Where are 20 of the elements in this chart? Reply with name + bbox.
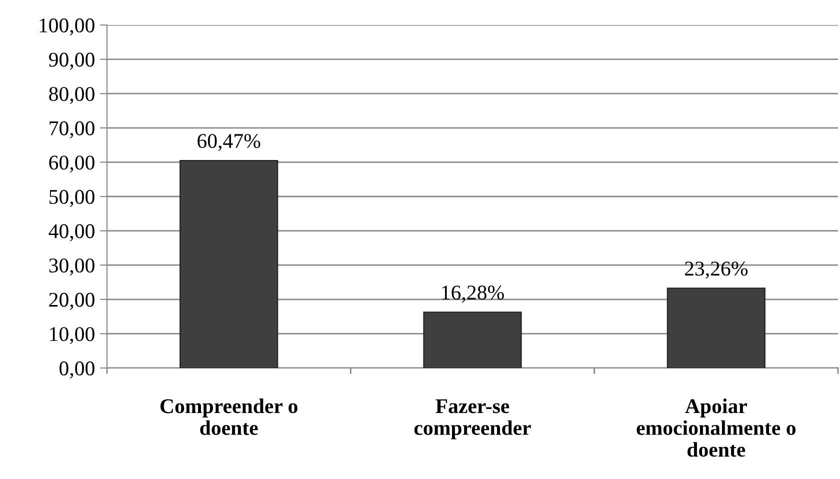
- y-tick-label: 30,00: [49, 258, 94, 276]
- y-tick-label: 100,00: [40, 18, 94, 36]
- y-tick-label: 0,00: [60, 361, 94, 378]
- y-tick-label: 60,00: [49, 156, 94, 173]
- bar: [666, 288, 766, 368]
- y-tick-label: 80,00: [49, 86, 94, 104]
- x-tick-label: Apoiar emocionalmente o doente: [636, 398, 796, 457]
- data-label: 60,47%: [198, 134, 260, 152]
- x-tick-label: Compreender o doente: [160, 398, 298, 435]
- bar: [423, 312, 522, 368]
- y-tick-label: 10,00: [50, 327, 94, 344]
- data-label: 16,28%: [442, 286, 504, 303]
- y-tick-label: 50,00: [50, 190, 94, 207]
- data-label: 23,26%: [684, 262, 748, 279]
- y-tick-label: 70,00: [50, 121, 94, 138]
- y-tick-label: 20,00: [49, 292, 94, 310]
- y-tick-label: 40,00: [48, 224, 94, 242]
- y-tick-label: 90,00: [48, 52, 94, 70]
- bar: [180, 160, 278, 368]
- x-tick-label: Fazer-se compreender: [414, 399, 531, 440]
